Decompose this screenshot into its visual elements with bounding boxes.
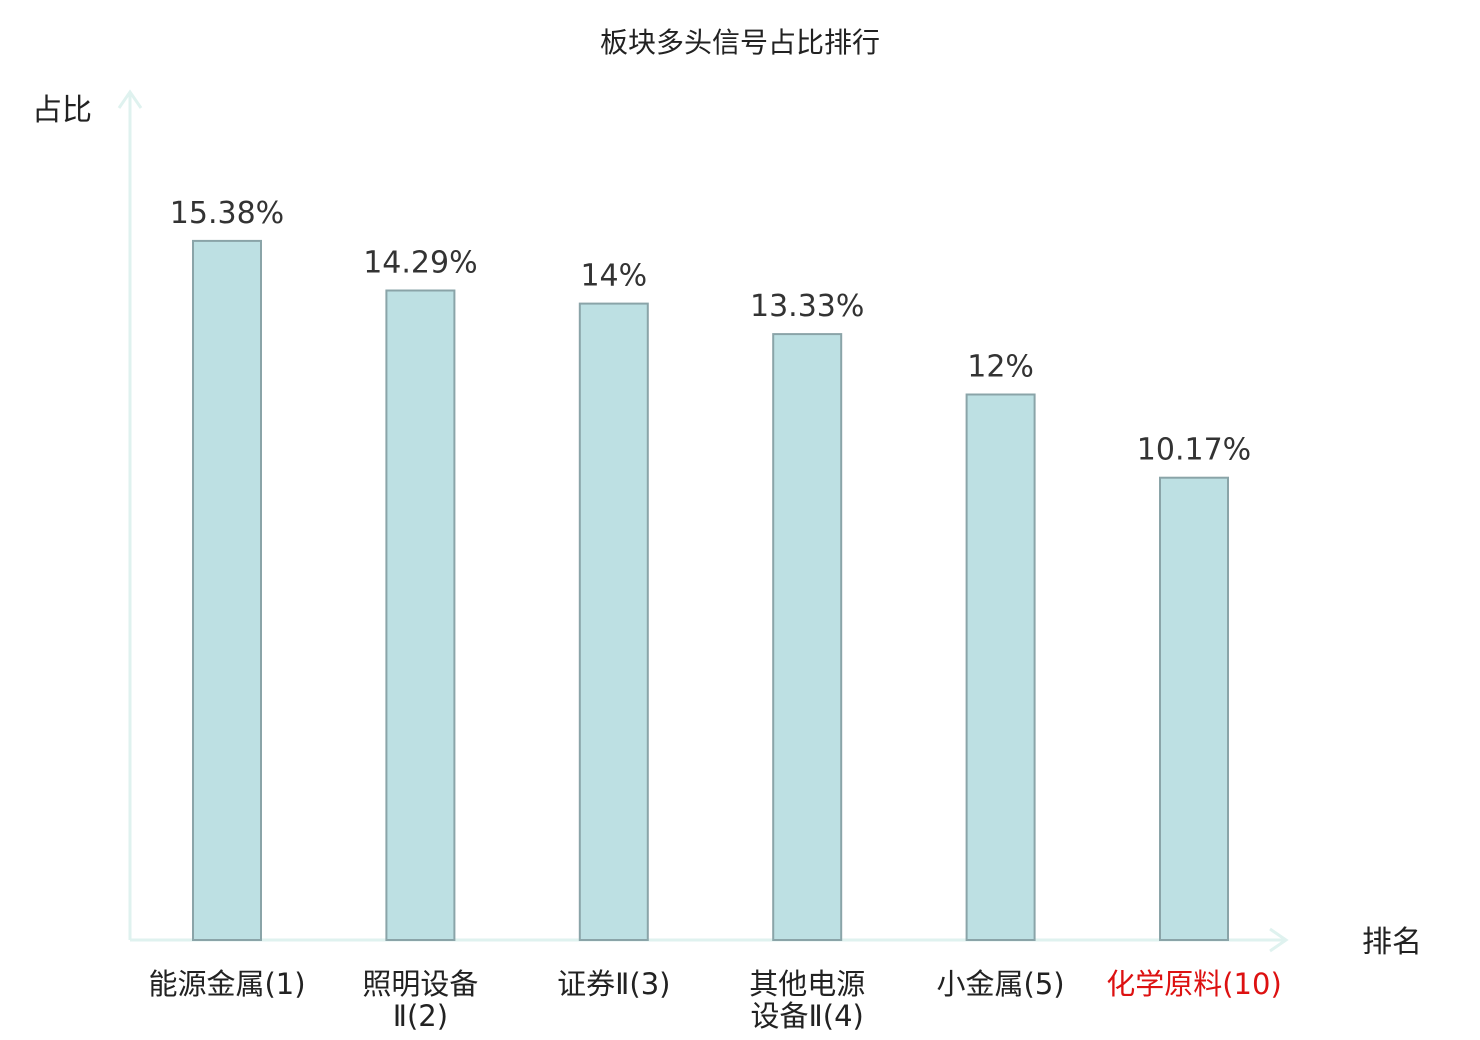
- category-labels-layer: 能源金属(1) 照明设备 Ⅱ(2) 证券Ⅱ(3) 其他电源设备Ⅱ(4) 小金属(5) 化学原…: [148, 967, 1281, 1033]
- category-label-line: 证券Ⅱ(3): [557, 967, 670, 1001]
- category-label-line: 其他电源: [749, 967, 865, 1001]
- category-label-line: 设备Ⅱ(4): [751, 999, 864, 1033]
- x-axis-label: 排名: [1362, 925, 1422, 960]
- bar-value-label: 12%: [967, 350, 1034, 385]
- category-label: 证券Ⅱ(3): [557, 967, 670, 1001]
- category-label: 能源金属(1): [148, 967, 305, 1001]
- category-label: 照明设备 Ⅱ(2): [362, 967, 478, 1033]
- y-axis-label: 占比: [32, 93, 92, 128]
- bar: [1159, 476, 1229, 941]
- x-axis-arrowhead: [1269, 927, 1289, 953]
- value-labels-layer: 15.38% 14.29% 14% 13.33% 12% 10.17%: [170, 196, 1251, 468]
- bar-value-label: 14.29%: [363, 246, 477, 281]
- bars-layer: [192, 239, 1229, 942]
- category-label-line: Ⅱ(2): [393, 999, 448, 1033]
- bar: [192, 239, 262, 941]
- category-label-line: 照明设备: [362, 967, 478, 1001]
- y-axis: 占比: [32, 89, 143, 940]
- category-label-line: 能源金属(1): [148, 967, 305, 1001]
- bar-value-label: 14%: [580, 259, 647, 294]
- bar: [578, 302, 649, 942]
- category-label-line: 化学原料(10): [1106, 967, 1282, 1001]
- bar: [965, 393, 1036, 941]
- chart-title: 板块多头信号占比排行: [600, 26, 880, 59]
- category-label: 其他电源设备Ⅱ(4): [749, 967, 865, 1033]
- category-label-line: 小金属(5): [937, 967, 1065, 1001]
- bar: [772, 333, 843, 942]
- bar-value-label: 10.17%: [1137, 433, 1251, 468]
- x-axis: 排名: [130, 925, 1422, 960]
- bar: [385, 289, 456, 941]
- bar-value-label: 15.38%: [170, 196, 284, 231]
- bar-value-label: 13.33%: [750, 289, 864, 324]
- category-label: 小金属(5): [937, 967, 1065, 1001]
- category-label: 化学原料(10): [1106, 967, 1282, 1001]
- y-axis-arrowhead: [117, 89, 143, 109]
